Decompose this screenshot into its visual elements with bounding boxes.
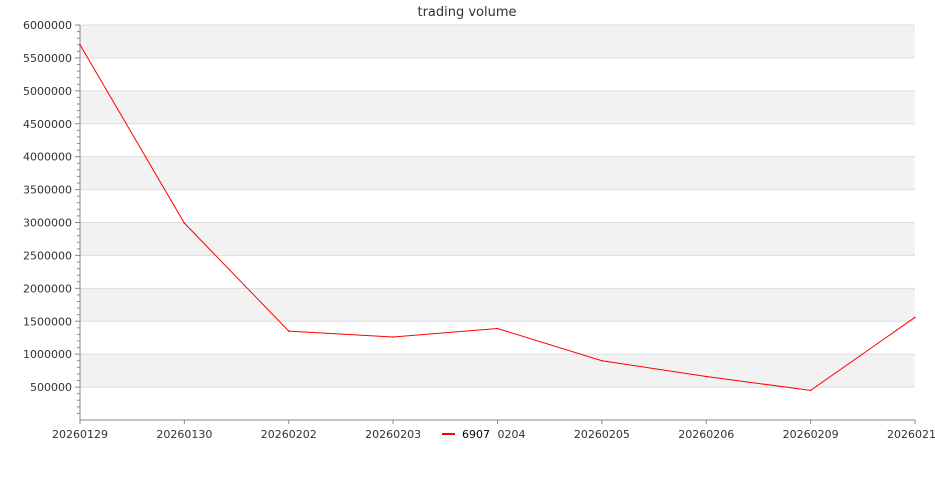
grid-lines — [80, 24, 915, 388]
plot-band — [80, 90, 915, 124]
plot-band — [80, 288, 915, 322]
series-group — [79, 43, 916, 392]
data-point — [809, 389, 812, 392]
y-tick-label: 4500000 — [23, 118, 72, 131]
data-point — [496, 327, 499, 330]
legend-label: 6907 — [462, 428, 490, 441]
data-point — [914, 316, 916, 319]
y-tick-label: 1000000 — [23, 348, 72, 361]
data-point — [601, 359, 603, 362]
y-tick-label: 2500000 — [23, 249, 72, 262]
y-tick-label: 3000000 — [23, 217, 72, 230]
plot-band — [80, 222, 915, 256]
y-tick-label: 500000 — [30, 381, 72, 394]
x-tick-label: 20260209 — [783, 428, 839, 441]
y-tick-label: 1500000 — [23, 315, 72, 328]
plot-band — [80, 255, 915, 289]
y-axis: 500000 1000000 1500000 2000000 2500000 300000… — [23, 19, 81, 420]
plot-band — [80, 25, 915, 58]
y-tick-label: 5000000 — [23, 85, 72, 98]
data-point — [705, 375, 708, 378]
plot-band — [80, 354, 915, 388]
data-point — [392, 336, 394, 338]
y-tick-label: 4000000 — [23, 151, 72, 164]
x-tick-label: 20260206 — [678, 428, 734, 441]
x-tick-label: 20260210 — [887, 428, 935, 441]
plot-band — [80, 321, 915, 355]
plot-band — [80, 57, 915, 91]
plot-background-bands — [80, 25, 915, 420]
plot-band — [80, 156, 915, 190]
x-tick-label: 20260203 — [365, 428, 421, 441]
y-tick-label: 3500000 — [23, 184, 72, 197]
data-point — [287, 330, 290, 332]
y-tick-label: 6000000 — [23, 19, 72, 32]
x-tick-label: 20260129 — [52, 428, 108, 441]
legend: 6907 — [442, 425, 498, 442]
plot-band — [80, 123, 915, 157]
plot-band — [80, 189, 915, 223]
y-tick-label: 5500000 — [23, 52, 72, 65]
plot-band — [80, 387, 915, 420]
x-tick-label: 20260130 — [156, 428, 212, 441]
chart-title: trading volume — [417, 5, 516, 20]
x-tick-label: 20260205 — [574, 428, 630, 441]
x-axis: 2026012920260130202602022026020320260204… — [52, 419, 935, 441]
legend-background — [458, 425, 498, 442]
data-point — [79, 43, 81, 46]
data-point — [183, 222, 186, 224]
x-tick-label: 20260202 — [261, 428, 317, 441]
y-tick-label: 2000000 — [23, 282, 72, 295]
